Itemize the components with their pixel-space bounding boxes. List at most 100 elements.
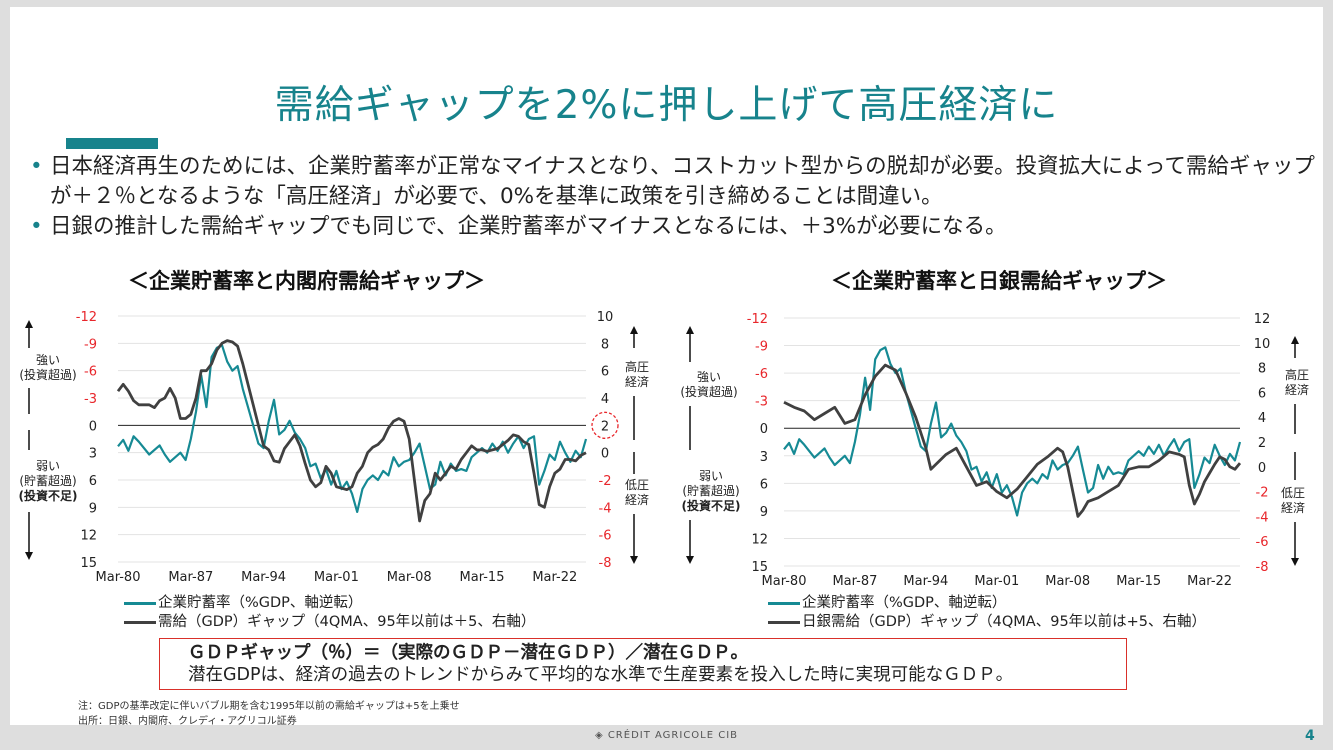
y-right-tick-label: 8 [1258,362,1266,377]
left-legend: 企業貯蓄率（%GDP、軸逆転） 需給（GDP）ギャップ（4QMA、95年以前は＋… [124,594,535,632]
footer-logo: ◈ CRÉDIT AGRICOLE CIB [0,730,1333,741]
series-line-saving-rate [783,346,1242,517]
arrow-up-icon [630,326,638,334]
right-chart-title: ＜企業貯蓄率と日銀需給ギャップ＞ [831,269,1167,293]
bullet-item: • 日本経済再生のためには、企業貯蓄率が正常なマイナスとなり、コストカット型から… [30,152,1325,212]
legend-swatch [768,601,800,605]
x-tick-label: Mar-80 [762,574,807,589]
note-text: 注：GDPの基準改定に伴いバブル期を含む1995年以前の需給ギャップは+5を上乗… [78,701,460,712]
y-left-tick-label: 6 [89,474,97,489]
y-right-tick-label: 6 [1258,386,1266,401]
y-left-tick-label: 15 [80,556,97,571]
y-right-tick-label: -8 [1256,560,1269,575]
label-strong-paren: (投資超過) [680,384,737,399]
x-tick-label: Mar-01 [974,574,1019,589]
y-right-tick-label: -2 [1256,486,1269,501]
arrow-down-icon [630,556,638,564]
page-number: 4 [1305,728,1315,744]
y-right-tick-label: -6 [1256,535,1269,550]
x-tick-label: Mar-87 [832,574,877,589]
y-left-tick-label: 0 [760,422,768,437]
y-left-tick-label: 3 [89,447,97,462]
arrow-down-icon [25,552,33,560]
label-high2: 経済 [625,374,649,389]
source-text: 出所：日銀、内閣府、クレディ・アグリコル証券 [78,716,297,727]
y-left-tick-label: 15 [751,560,768,575]
y-left-tick-label: -3 [755,395,768,410]
series-line-saving-rate [117,344,588,513]
x-tick-label: Mar-01 [314,570,359,585]
x-tick-label: Mar-80 [96,570,141,585]
label-low2: 経済 [625,492,649,507]
y-right-tick-label: -4 [599,501,612,516]
right-legend: 企業貯蓄率（%GDP、軸逆転） 日銀需給（GDP）ギャップ（4QMA、95年以前… [768,594,1206,632]
y-right-tick-label: 0 [1258,461,1266,476]
y-left-tick-label: 3 [760,450,768,465]
legend-label: 日銀需給（GDP）ギャップ（4QMA、95年以前は+5、右軸） [802,614,1207,630]
arrow-up-icon [25,320,33,328]
y-right-tick-label: -4 [1256,510,1269,525]
bullet-text: 日本経済再生のためには、企業貯蓄率が正常なマイナスとなり、コストカット型からの脱… [50,154,1315,209]
legend-label: 企業貯蓄率（%GDP、軸逆転） [802,595,1007,611]
y-left-tick-label: -9 [84,337,97,352]
y-right-tick-label: 10 [1254,337,1271,352]
x-tick-label: Mar-15 [1116,574,1161,589]
x-tick-label: Mar-22 [532,570,577,585]
label-weak-paren: (貯蓄超過) [19,473,76,488]
left-chart: -12 -9 -6 -3 0 3 6 9 12 15 10 8 6 4 2 0 -2 -4 -6 -8 Mar-80 Ma… [76,310,619,585]
x-tick-label: Mar-94 [903,574,948,589]
y-right-tick-label: 0 [601,447,609,462]
legend-swatch [124,620,156,624]
y-left-tick-label: 6 [760,477,768,492]
title-underline-bar [66,138,158,149]
label-strong: 強い [697,370,721,384]
label-weak-paren2: (投資不足) [682,498,741,513]
y-right-tick-label: 10 [597,310,614,325]
logo-mark-icon: ◈ [594,730,608,741]
label-weak-paren: (貯蓄超過) [682,483,739,498]
bullet-dot-icon: • [30,154,43,179]
label-strong: 強い [36,353,60,367]
y-right-tick-label: -8 [599,556,612,571]
y-right-tick-label: 4 [1258,411,1266,426]
legend-label: 需給（GDP）ギャップ（4QMA、95年以前は＋5、右軸） [158,614,536,630]
highlight-circle [591,411,619,439]
label-weak: 弱い [699,469,723,483]
right-annotations: 強い (投資超過) 弱い (貯蓄超過) (投資不足) 高圧 経済 低圧 経済 [680,326,1309,566]
page-title: 需給ギャップを2%に押し上げて高圧経済に [274,83,1059,128]
label-high1: 高圧 [1285,367,1309,382]
label-weak-paren2: (投資不足) [19,488,78,503]
y-right-tick-label: 12 [1254,312,1271,327]
y-left-tick-label: -6 [84,365,97,380]
legend-entry: 日銀需給（GDP）ギャップ（4QMA、95年以前は+5、右軸） [768,613,1206,632]
legend-swatch [768,620,800,624]
x-tick-label: Mar-08 [387,570,432,585]
left-chart-title: ＜企業貯蓄率と内閣府需給ギャップ＞ [128,269,485,293]
y-left-tick-label: 9 [760,505,768,520]
y-right-tick-label: -6 [599,529,612,544]
series-line-output-gap [783,363,1242,518]
y-right-tick-label: 8 [601,337,609,352]
left-annotations: 強い (投資超過) 弱い (貯蓄超過) (投資不足) 高圧 経済 低圧 経済 [19,320,649,564]
x-tick-label: Mar-87 [168,570,213,585]
y-right-tick-label: -2 [599,474,612,489]
label-strong-paren: (投資超過) [19,367,76,382]
legend-swatch [124,601,156,605]
y-left-tick-label: -12 [747,312,768,327]
y-left-tick-label: -3 [84,392,97,407]
arrow-up-icon [686,326,694,334]
y-left-tick-label: 0 [89,419,97,434]
y-left-tick-label: 12 [80,529,97,544]
bullet-list: • 日本経済再生のためには、企業貯蓄率が正常なマイナスとなり、コストカット型から… [30,152,1325,242]
footer-logo-text: CRÉDIT AGRICOLE CIB [607,730,739,741]
arrow-down-icon [686,556,694,564]
formula-line-1: ＧＤＰギャップ（％）＝（実際のＧＤＰ－潜在ＧＤＰ）／潜在ＧＤＰ。 [188,643,748,663]
legend-entry: 企業貯蓄率（%GDP、軸逆転） [768,594,1206,613]
legend-entry: 企業貯蓄率（%GDP、軸逆転） [124,594,535,613]
label-low1: 低圧 [625,478,649,492]
y-left-tick-label: -6 [755,367,768,382]
right-chart: -12 -9 -6 -3 0 3 6 9 12 15 12 10 8 6 4 2 0 -2 -4 -6 -8 Mar-80… [747,312,1271,589]
formula-box: ＧＤＰギャップ（％）＝（実際のＧＤＰ－潜在ＧＤＰ）／潜在ＧＤＰ。 潜在GDPは、… [159,638,1127,690]
label-high1: 高圧 [625,359,649,374]
